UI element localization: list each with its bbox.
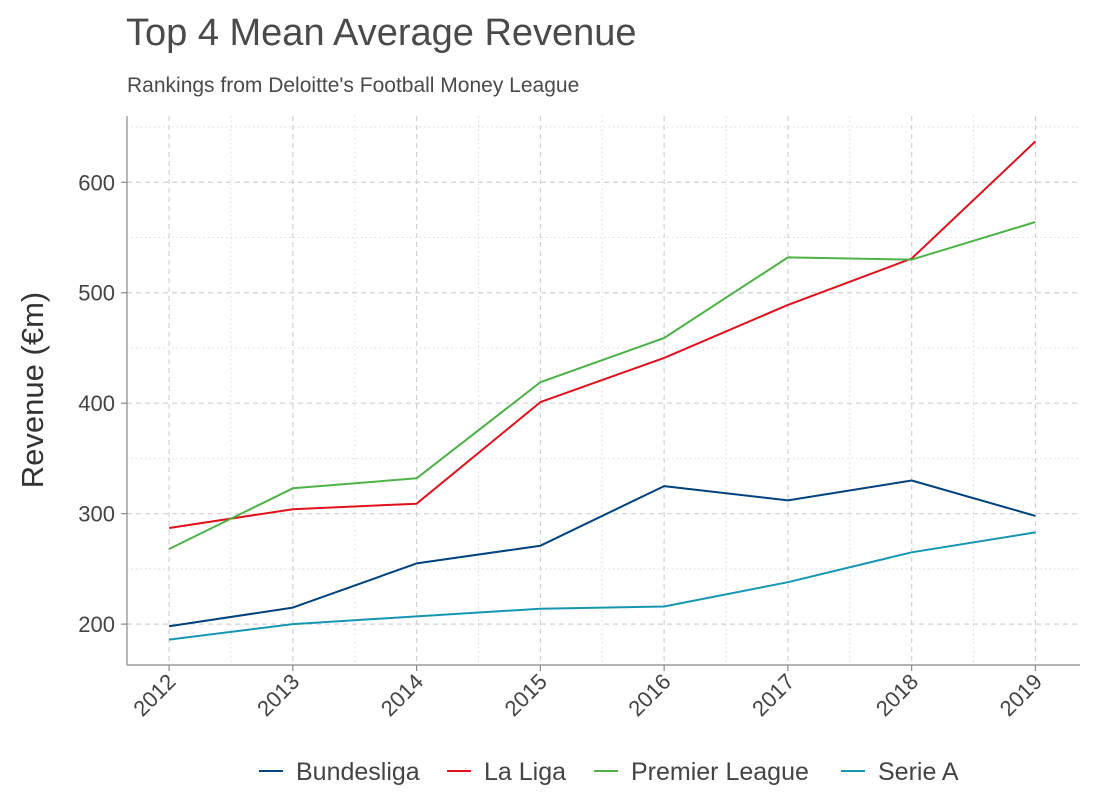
y-tick-label: 300 [78, 502, 115, 527]
y-tick-label: 600 [78, 170, 115, 195]
x-tick-label: 2016 [623, 669, 675, 721]
x-tick-label: 2014 [376, 669, 428, 721]
legend-label: Bundesliga [296, 758, 420, 786]
legend: Bundesliga La Liga Premier League Serie A [259, 758, 959, 786]
x-tick-label: 2019 [995, 669, 1047, 721]
series-line-premier-league [168, 221, 1036, 550]
chart-title: Top 4 Mean Average Revenue [126, 12, 637, 54]
y-axis-label: Revenue (€m) [15, 292, 50, 488]
y-tick-label: 400 [78, 391, 115, 416]
x-tick-label: 2017 [747, 669, 799, 721]
legend-label: Premier League [631, 758, 809, 786]
legend-item-la-liga: La Liga [447, 758, 566, 786]
chart-subtitle: Rankings from Deloitte's Football Money … [127, 74, 580, 97]
axes [121, 116, 1080, 671]
grid [127, 116, 1080, 665]
y-tick-label: 200 [78, 612, 115, 637]
x-tick-labels: 2012 2013 2014 2015 2016 2017 2018 2019 [128, 669, 1047, 721]
series-line-serie-a [168, 531, 1036, 641]
legend-item-premier-league: Premier League [594, 758, 809, 786]
legend-item-bundesliga: Bundesliga [259, 758, 420, 786]
x-tick-label: 2015 [500, 669, 552, 721]
series-line-bundesliga [168, 479, 1036, 628]
legend-item-serie-a: Serie A [841, 758, 959, 786]
series-line-la-liga [168, 140, 1037, 529]
series-lines [168, 140, 1037, 641]
x-tick-label: 2018 [871, 669, 923, 721]
legend-label: Serie A [878, 758, 959, 786]
y-tick-labels: 200 300 400 500 600 [78, 170, 115, 637]
x-tick-label: 2013 [252, 669, 304, 721]
x-tick-label: 2012 [128, 669, 180, 721]
legend-label: La Liga [484, 758, 566, 786]
y-tick-label: 500 [78, 281, 115, 306]
